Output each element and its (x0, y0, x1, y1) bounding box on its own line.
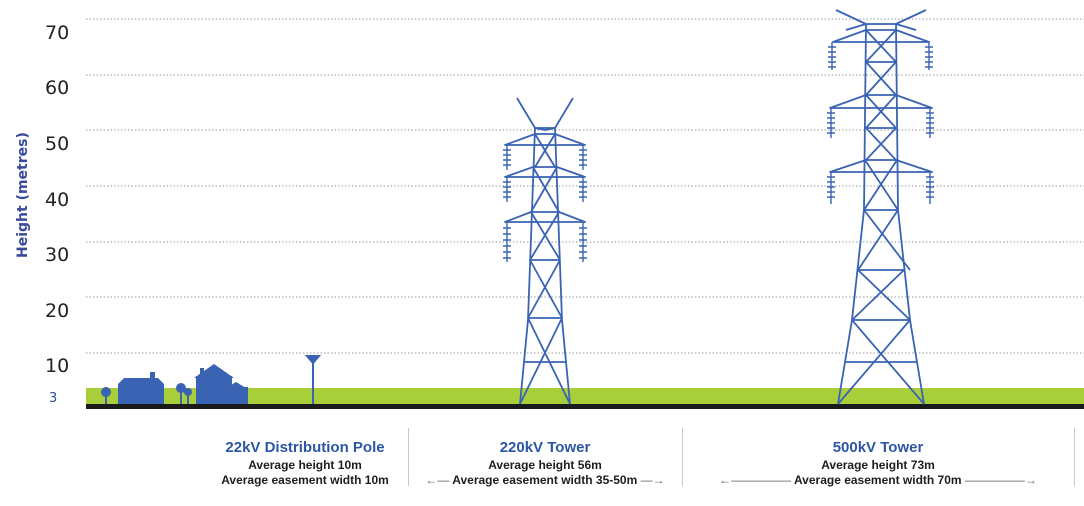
tick-50: 50 (45, 133, 69, 155)
tick-60: 60 (45, 77, 69, 99)
tick-40: 40 (45, 189, 69, 211)
caption-easement: ←————— Average easement width 70m —————→ (684, 473, 1072, 488)
500kv-tower-icon (827, 9, 934, 405)
caption-separator-2 (682, 428, 683, 486)
tick-30: 30 (45, 244, 69, 266)
arrow-left-icon: ←— (425, 473, 450, 487)
caption-500kv-tower: 500kV Tower Average height 73m ←————— Av… (684, 438, 1072, 488)
caption-separator-3 (1074, 428, 1075, 486)
gridlines (86, 18, 1084, 354)
ground-strip (86, 388, 1084, 406)
y-axis-label: Height (metres) (15, 132, 31, 258)
caption-height: Average height 73m (821, 458, 935, 472)
houses-icon (101, 364, 248, 404)
tick-70: 70 (45, 22, 69, 44)
tick-3: 3 (49, 391, 57, 406)
caption-title: 500kV Tower (832, 439, 924, 456)
arrow-right-icon: —→ (640, 473, 665, 487)
easement-label: Average easement width 70m (793, 473, 962, 487)
caption-easement: Average easement width 10m (221, 473, 389, 487)
tick-20: 20 (45, 300, 69, 322)
caption-220kv-tower: 220kV Tower Average height 56m ←— Averag… (410, 438, 680, 488)
caption-title: 220kV Tower (499, 439, 591, 456)
caption-title: 22kV Distribution Pole (225, 439, 385, 456)
arrow-right-icon: —————→ (964, 473, 1037, 487)
caption-separator-1 (408, 428, 409, 486)
caption-easement: ←— Average easement width 35-50m —→ (410, 473, 680, 488)
caption-distribution-pole: 22kV Distribution Pole Average height 10… (205, 438, 405, 488)
220kv-tower-icon (503, 97, 587, 405)
easement-label: Average easement width (452, 473, 593, 487)
arrow-left-icon: ←————— (719, 473, 792, 487)
easement-value: 35-50m (595, 473, 638, 487)
ground-baseline (86, 404, 1084, 409)
tick-10: 10 (45, 355, 69, 377)
caption-height: Average height 56m (488, 458, 602, 472)
caption-height: Average height 10m (248, 458, 362, 472)
distribution-pole-icon (304, 355, 322, 404)
